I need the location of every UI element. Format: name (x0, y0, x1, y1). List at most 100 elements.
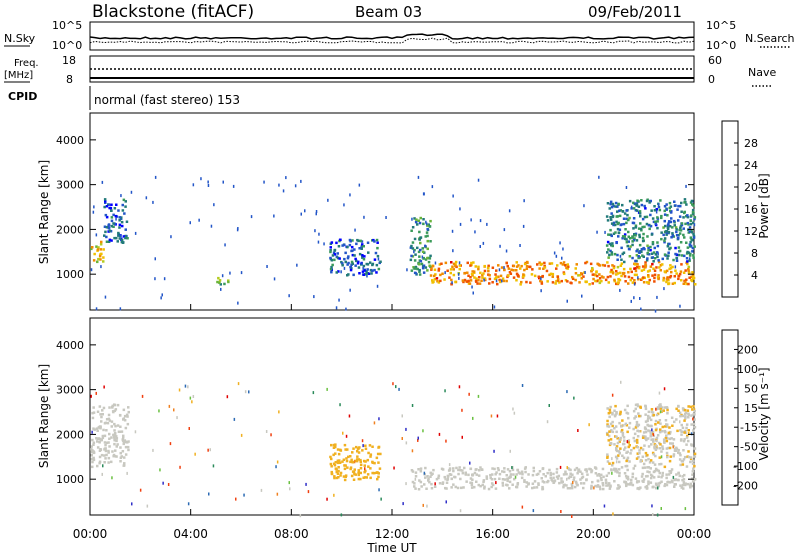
heatmap-cell (692, 429, 695, 432)
heatmap-cell (479, 245, 481, 248)
heatmap-cell (606, 455, 609, 458)
heatmap-cell (584, 271, 586, 274)
heatmap-cell (353, 254, 356, 257)
heatmap-cell (613, 480, 616, 483)
heatmap-cell (422, 271, 426, 274)
velocity-colorbar-label: Velocity [m s⁻¹] (757, 367, 771, 460)
heatmap-cell (650, 408, 654, 411)
heatmap-cell (299, 514, 302, 518)
heatmap-cell (335, 271, 338, 274)
heatmap-cell (667, 480, 670, 484)
heatmap-cell (146, 504, 149, 508)
heatmap-cell (118, 223, 122, 227)
heatmap-cell (508, 480, 512, 484)
heatmap-cell (660, 216, 663, 220)
heatmap-cell (649, 467, 652, 470)
heatmap-cell (573, 468, 577, 472)
heatmap-cell (610, 251, 614, 254)
heatmap-cell (509, 449, 511, 453)
heatmap-cell (612, 266, 616, 270)
heatmap-cell (621, 235, 625, 238)
heatmap-cell (103, 225, 107, 228)
heatmap-cell (418, 255, 421, 258)
heatmap-cell (511, 483, 514, 486)
heatmap-cell (402, 502, 404, 506)
heatmap-cell (647, 224, 651, 227)
heatmap-cell (692, 204, 695, 207)
heatmap-cell (410, 244, 413, 248)
heatmap-cell (512, 473, 515, 476)
heatmap-cell (521, 472, 524, 476)
heatmap-cell (665, 439, 669, 443)
heatmap-cell (593, 486, 595, 490)
heatmap-cell (113, 403, 116, 406)
heatmap-cell (546, 280, 549, 283)
heatmap-cell (680, 438, 683, 441)
heatmap-cell (672, 219, 676, 223)
heatmap-cell (562, 261, 566, 264)
heatmap-cell (613, 278, 616, 282)
heatmap-cell (684, 415, 687, 418)
heatmap-cell (669, 267, 673, 270)
heatmap-cell (248, 390, 250, 394)
heatmap-cell (469, 461, 471, 465)
heatmap-cell (472, 291, 474, 295)
heatmap-cell (653, 463, 657, 466)
heatmap-cell (366, 458, 369, 462)
heatmap-cell (611, 244, 614, 248)
heatmap-cell (657, 469, 660, 473)
heatmap-cell (410, 469, 414, 472)
heatmap-cell (679, 484, 682, 487)
heatmap-cell (459, 207, 461, 211)
heatmap-cell (477, 279, 480, 282)
heatmap-cell (537, 472, 540, 476)
heatmap-cell (646, 417, 650, 420)
heatmap-cell (479, 484, 482, 488)
heatmap-cell (688, 276, 691, 279)
heatmap-cell (653, 276, 656, 280)
heatmap-cell (640, 229, 643, 232)
y-tick-label: 4000 (56, 339, 84, 352)
heatmap-cell (542, 473, 545, 476)
heatmap-cell (596, 230, 598, 234)
heatmap-cell (606, 407, 609, 410)
heatmap-cell (364, 467, 366, 471)
heatmap-cell (331, 254, 335, 257)
heatmap-cell (104, 295, 107, 299)
heatmap-cell (613, 223, 617, 227)
heatmap-cell (693, 245, 696, 248)
heatmap-cell (413, 267, 416, 270)
heatmap-cell (477, 474, 481, 477)
heatmap-cell (429, 475, 432, 478)
heatmap-cell (217, 276, 220, 280)
heatmap-cell (119, 307, 122, 311)
heatmap-cell (506, 264, 509, 268)
heatmap-cell (682, 282, 685, 285)
heatmap-cell (685, 278, 688, 281)
heatmap-cell (609, 228, 612, 232)
heatmap-cell (421, 250, 425, 253)
heatmap-cell (649, 476, 653, 480)
heatmap-cell (650, 438, 653, 441)
heatmap-cell (558, 281, 561, 284)
heatmap-cell (615, 430, 618, 434)
heatmap-cell (102, 248, 105, 251)
heatmap-cell (651, 504, 653, 508)
heatmap-cell (437, 269, 440, 272)
heatmap-cell (127, 410, 130, 414)
heatmap-cell (105, 226, 109, 229)
heatmap-cell (116, 403, 120, 407)
heatmap-cell (363, 470, 366, 474)
heatmap-cell (675, 228, 678, 231)
heatmap-cell (629, 278, 632, 282)
heatmap-cell (470, 218, 472, 222)
heatmap-cell (682, 449, 685, 452)
heatmap-cell (114, 449, 117, 452)
heatmap-cell (625, 238, 628, 241)
heatmap-cell (601, 467, 605, 471)
heatmap-cell (121, 209, 125, 212)
heatmap-cell (358, 446, 361, 449)
heatmap-cell (329, 256, 332, 260)
